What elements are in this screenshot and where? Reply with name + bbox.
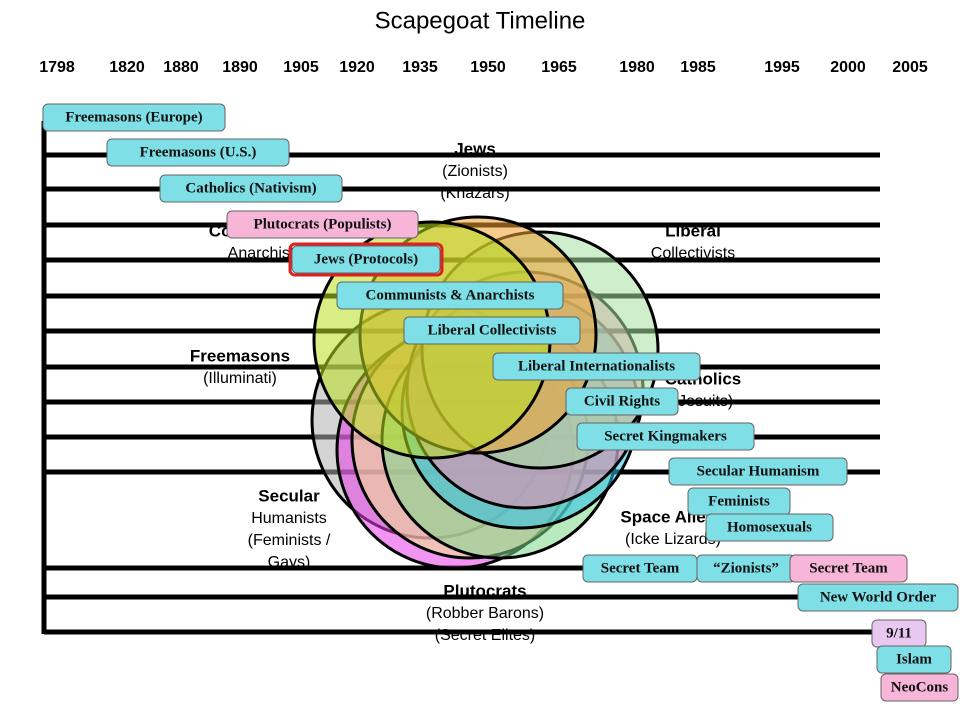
timeline-box: Homosexuals: [705, 513, 834, 542]
box-label: Liberal Collectivists: [428, 322, 557, 338]
group-label: (Feminists /: [248, 532, 331, 549]
timeline-box: Secular Humanism: [668, 457, 848, 486]
box-bg: [226, 210, 419, 239]
group-label: (Zionists): [442, 163, 508, 180]
box-label: New World Order: [820, 589, 937, 605]
box-label: Plutocrats (Populists): [254, 216, 392, 232]
box-label: Communists & Anarchists: [366, 287, 535, 303]
year-label: 1935: [402, 59, 438, 76]
box-bg: [705, 513, 834, 542]
timeline-box: Jews (Protocols): [288, 242, 444, 277]
box-label: Freemasons (Europe): [65, 109, 202, 125]
box-bg: [789, 554, 908, 583]
timeline-boxes: Freemasons (Europe) Freemasons (U.S.) Cath…: [42, 103, 959, 702]
box-bg: [403, 316, 581, 345]
year-label: 1965: [541, 59, 577, 76]
year-label: 1890: [222, 59, 258, 76]
highlight: [288, 242, 444, 277]
group-label: Secular: [258, 486, 320, 505]
group-label: (Khazars): [440, 185, 509, 202]
timeline-box: Catholics (Nativism): [159, 174, 343, 203]
year-label: 1905: [283, 59, 319, 76]
year-label: 1920: [339, 59, 375, 76]
box-label: Secret Team: [601, 560, 680, 576]
group-label: (Secret Elites): [435, 627, 535, 644]
box-bg: [876, 645, 952, 674]
box-label: Secular Humanism: [697, 463, 820, 479]
box-label: Homosexuals: [727, 519, 812, 535]
box-label: Liberal Internationalists: [518, 358, 675, 374]
year-label: 1820: [109, 59, 145, 76]
year-label: 2005: [892, 59, 928, 76]
timeline-box: Liberal Collectivists: [403, 316, 581, 345]
year-label: 1798: [39, 59, 75, 76]
group-label: Gays): [268, 554, 311, 571]
box-bg: [106, 138, 290, 167]
group-label: Collectivists: [651, 245, 735, 262]
group-label: Freemasons: [190, 346, 290, 365]
timeline-box: Secret Team: [789, 554, 908, 583]
box-bg: [576, 422, 755, 451]
group-label: (Illuminati): [203, 370, 277, 387]
group-label: Liberal: [665, 221, 721, 240]
timeline-box: Freemasons (Europe): [42, 103, 226, 132]
box-bg: [797, 583, 959, 612]
box-bg: [492, 352, 701, 381]
box-label: Secret Kingmakers: [604, 428, 727, 444]
box-label: Jews (Protocols): [314, 251, 418, 267]
timeline-box: Secret Team: [582, 554, 698, 583]
title: Scapegoat Timeline: [375, 7, 586, 34]
box-bg: [336, 281, 564, 310]
box-label: Freemasons (U.S.): [140, 144, 257, 160]
year-label: 1880: [163, 59, 199, 76]
timeline-box: Freemasons (U.S.): [106, 138, 290, 167]
year-label: 1995: [764, 59, 800, 76]
year-label: 1980: [619, 59, 655, 76]
box-label: Secret Team: [809, 560, 888, 576]
group-label: Jews: [454, 139, 496, 158]
timeline-box: Communists & Anarchists: [336, 281, 564, 310]
year-label: 1985: [680, 59, 716, 76]
timeline-box: “Zionists”: [696, 554, 796, 583]
box-label: Catholics (Nativism): [185, 180, 316, 196]
timeline-box: Feminists: [687, 487, 791, 516]
group-label: (Jesuits): [673, 393, 733, 410]
box-bg: [565, 387, 679, 416]
timeline-box: Civil Rights: [565, 387, 679, 416]
box-label: Civil Rights: [584, 393, 660, 409]
box-bg: [668, 457, 848, 486]
box-label: Feminists: [708, 493, 770, 509]
timeline-box: New World Order: [797, 583, 959, 612]
box-label: 9/11: [886, 625, 912, 641]
timeline-box: Plutocrats (Populists): [226, 210, 419, 239]
group-label: Plutocrats: [443, 581, 526, 600]
box-bg: [291, 245, 441, 274]
group-label: (Icke Lizards): [625, 531, 721, 548]
box-bg: [42, 103, 226, 132]
timeline-box: Islam: [876, 645, 952, 674]
box-label: “Zionists”: [713, 560, 779, 576]
group-label: Humanists: [251, 510, 327, 527]
box-bg: [159, 174, 343, 203]
year-label: 2000: [830, 59, 866, 76]
box-label: NeoCons: [891, 679, 949, 695]
box-bg: [880, 673, 959, 702]
box-label: Islam: [896, 651, 932, 667]
timeline-box: Liberal Internationalists: [492, 352, 701, 381]
year-label: 1950: [470, 59, 506, 76]
timeline-box: 9/11: [871, 619, 927, 648]
group-label: Anarchists: [228, 245, 303, 262]
timeline-box: NeoCons: [880, 673, 959, 702]
group-label: (Robber Barons): [426, 605, 544, 622]
timeline-box: Secret Kingmakers: [576, 422, 755, 451]
